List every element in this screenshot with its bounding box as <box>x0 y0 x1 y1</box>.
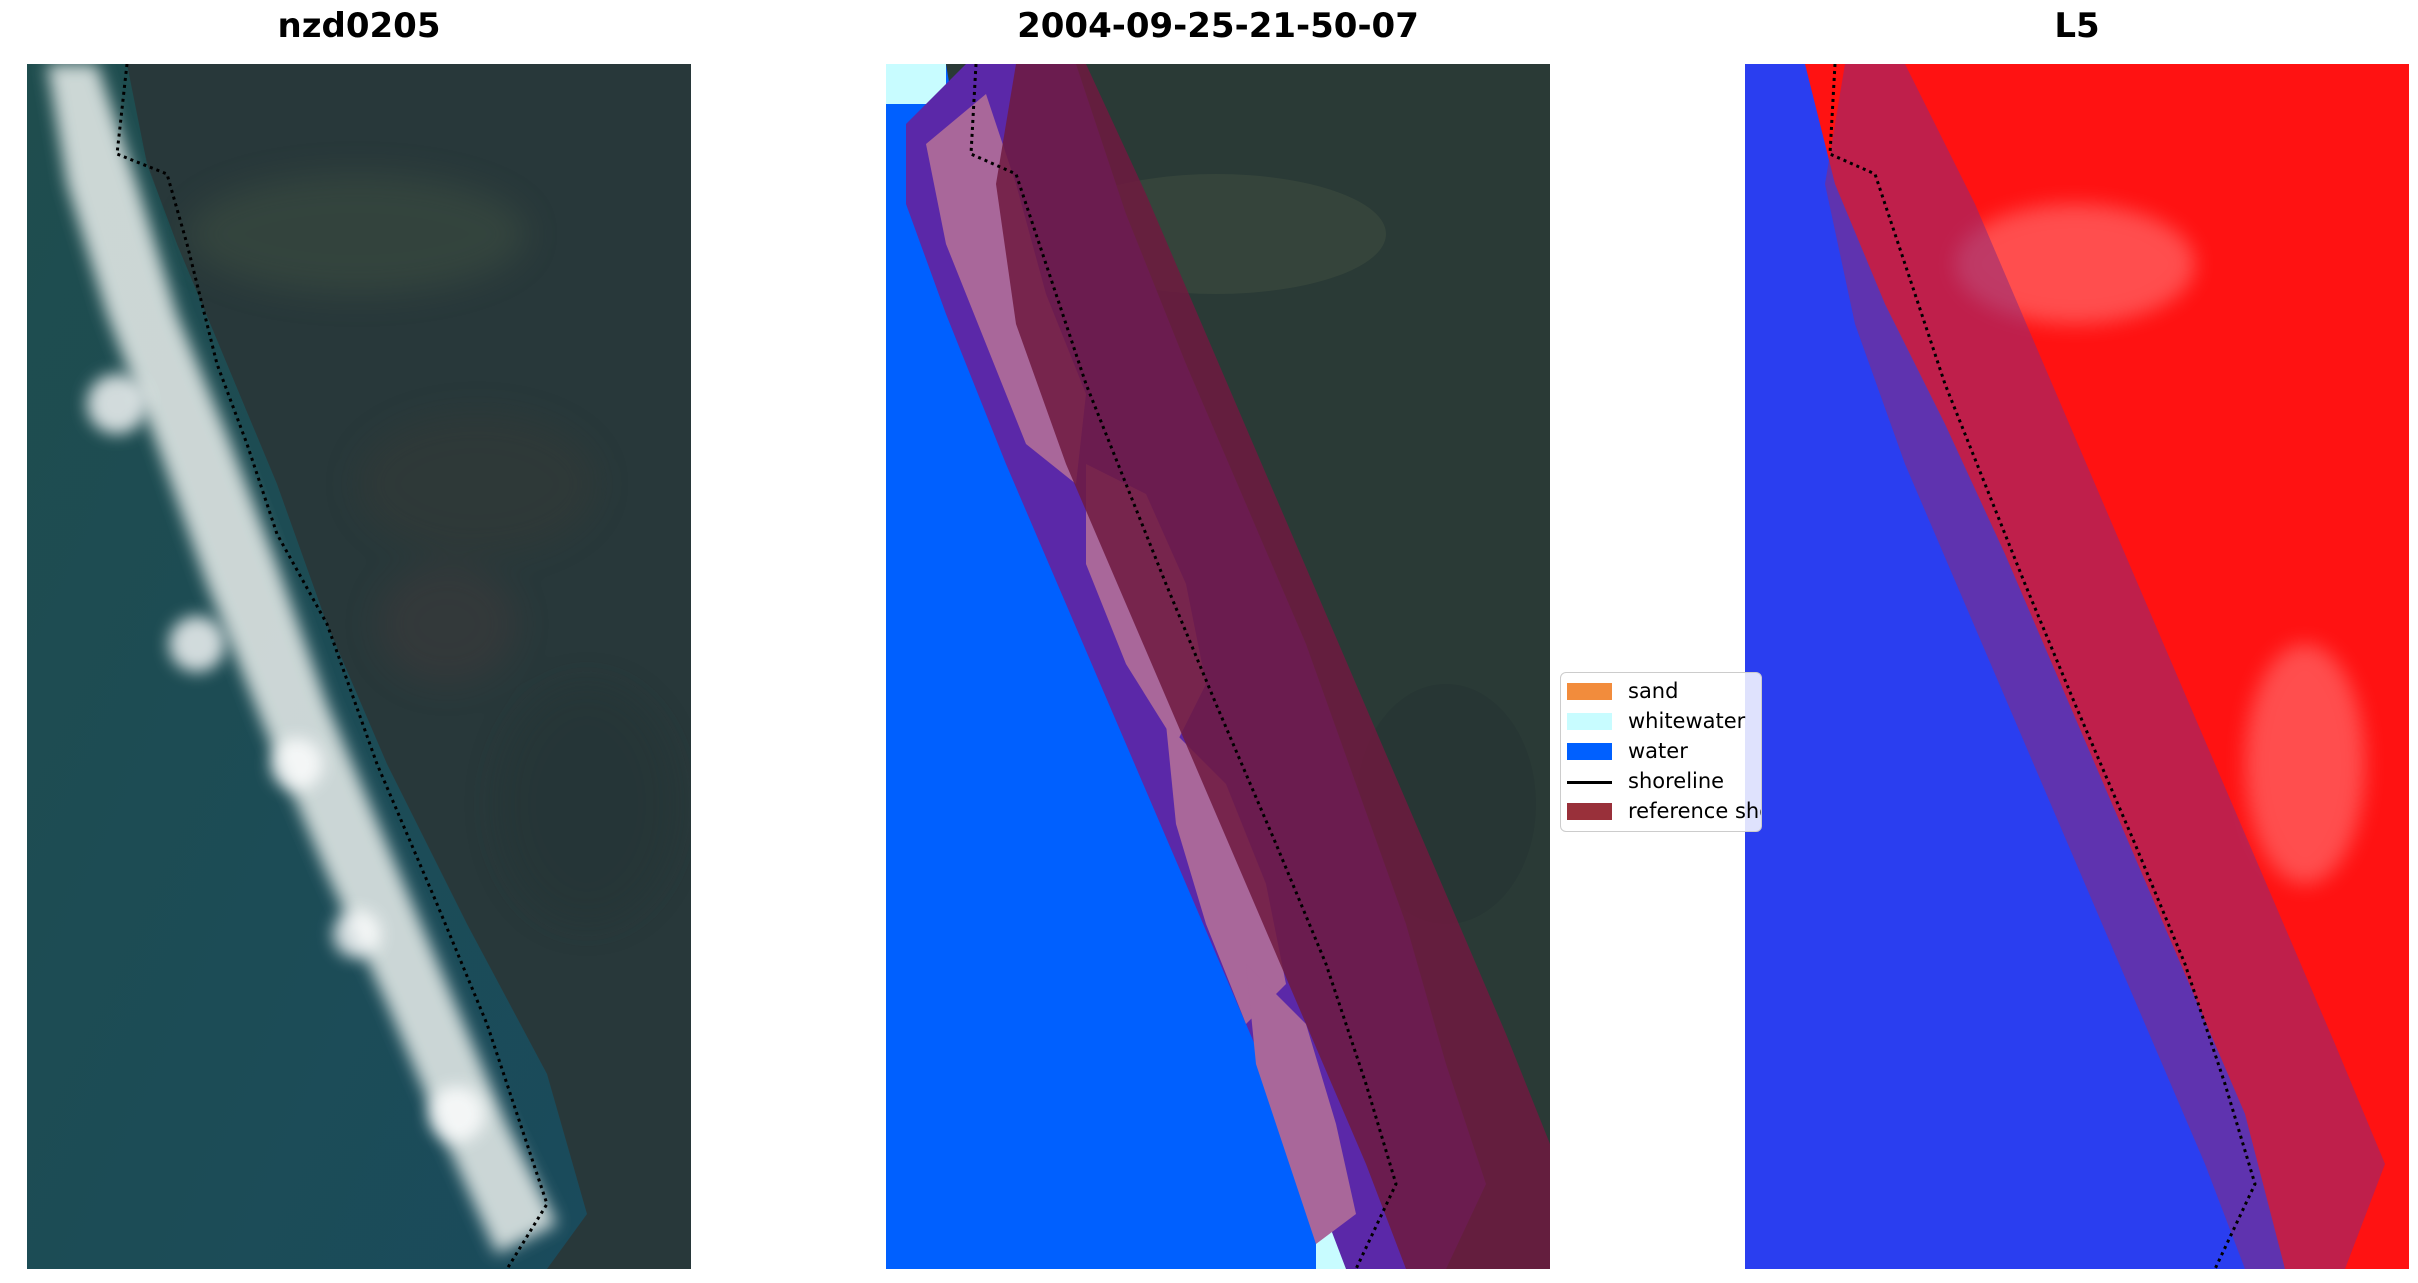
legend-item-whitewater: whitewater <box>1561 707 1761 737</box>
rgb-satellite-image <box>27 64 691 1269</box>
legend-item-sand: sand <box>1561 677 1761 707</box>
panel-title-rgb: nzd0205 <box>277 6 441 46</box>
reference-shoreline-swatch <box>1567 803 1612 820</box>
legend-item-reference-shoreline: reference shoreline buffer <box>1561 797 1761 827</box>
legend-label: shoreline <box>1628 769 1725 793</box>
legend-label: sand <box>1628 679 1679 703</box>
index-image <box>1745 64 2409 1269</box>
sand-swatch <box>1567 683 1612 700</box>
shoreline-swatch <box>1567 781 1612 784</box>
legend-item-shoreline: shoreline <box>1561 767 1761 797</box>
whitewater-swatch <box>1567 713 1612 730</box>
panel-title-classified: 2004-09-25-21-50-07 <box>1017 6 1419 46</box>
legend-label: reference shoreline buffer <box>1628 799 1761 823</box>
panel-title-index: L5 <box>2054 6 2100 46</box>
legend: sand whitewater water shoreline referenc… <box>1560 672 1762 832</box>
classified-image <box>886 64 1550 1269</box>
legend-label: water <box>1628 739 1688 763</box>
water-swatch <box>1567 743 1612 760</box>
legend-label: whitewater <box>1628 709 1746 733</box>
legend-item-water: water <box>1561 737 1761 767</box>
